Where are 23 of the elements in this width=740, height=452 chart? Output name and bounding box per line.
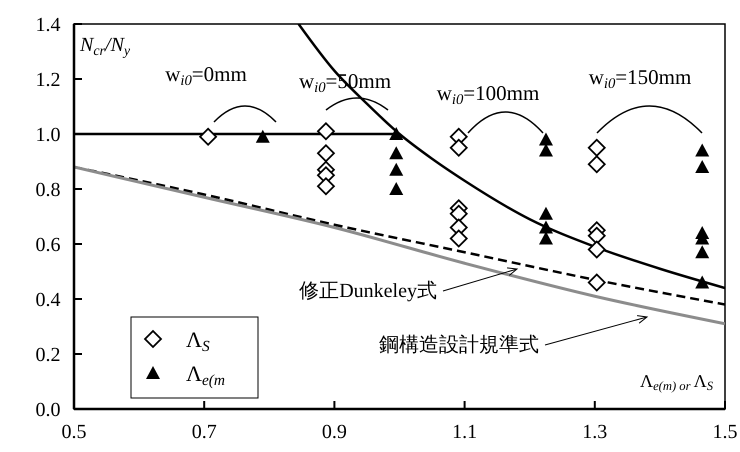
annotation: 修正Dunkeley式 xyxy=(299,280,437,302)
x-axis-title: Λ$_{e(m) or}$ Λ$_{S}$ xyxy=(640,371,714,394)
x-tick-label: 1.5 xyxy=(712,421,738,443)
y-tick-label: 0.6 xyxy=(36,234,60,256)
annotation: 鋼構造設計規準式 xyxy=(379,334,539,356)
x-tick-label: 0.5 xyxy=(62,421,86,443)
y-tick-label: 0.0 xyxy=(36,399,60,421)
y-axis-title: N$_{cr}$/N$_{y}$ xyxy=(79,34,131,58)
y-tick-label: 0.8 xyxy=(36,179,60,201)
x-tick-label: 0.9 xyxy=(322,421,347,443)
legend-label: Λ$_{S}$ xyxy=(186,327,210,355)
y-tick-label: 1.4 xyxy=(36,14,60,36)
annotation: w$_{i0}$=150mm xyxy=(588,65,692,92)
x-tick-label: 1.1 xyxy=(452,421,478,443)
y-tick-label: 1.2 xyxy=(36,69,60,91)
legend-label: Λ$_{e(m}$ xyxy=(186,361,226,389)
x-tick-label: 1.3 xyxy=(582,421,608,443)
y-tick-label: 0.4 xyxy=(36,289,60,311)
annotation: w$_{i0}$=0mm xyxy=(165,62,247,89)
annotation: w$_{i0}$=100mm xyxy=(436,81,540,108)
y-tick-label: 0.2 xyxy=(36,344,60,366)
y-tick-label: 1.0 xyxy=(36,124,60,146)
x-tick-label: 0.7 xyxy=(192,421,217,443)
